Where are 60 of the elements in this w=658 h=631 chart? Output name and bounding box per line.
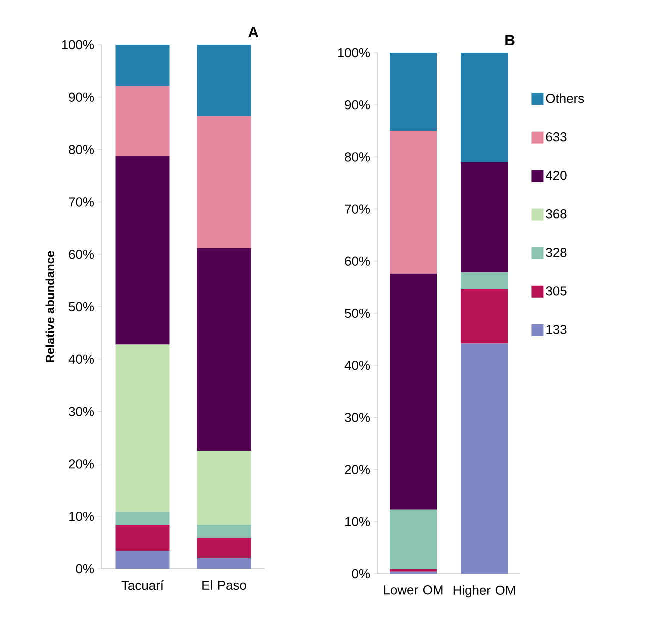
bar <box>116 156 170 345</box>
y-tick-label: 60% <box>345 256 370 266</box>
bar <box>390 52 438 132</box>
legend-label: 420 <box>546 171 567 180</box>
bar <box>461 344 508 574</box>
bar <box>197 558 252 569</box>
y-tick-label: 90% <box>69 92 94 102</box>
bar <box>461 272 508 290</box>
x-tick-label: Higher OM <box>454 586 516 598</box>
y-tick-label: 80% <box>345 152 370 162</box>
y-tick-label: 40% <box>344 361 370 370</box>
bar <box>197 538 252 559</box>
bar <box>116 551 170 569</box>
bar <box>116 524 170 552</box>
y-tick-label: 20% <box>69 460 94 469</box>
bar <box>390 510 438 570</box>
bar <box>197 44 252 116</box>
y-tick-label: 50% <box>69 302 94 312</box>
bar <box>197 451 252 525</box>
bar <box>390 274 438 510</box>
legend-label: 368 <box>546 210 567 219</box>
bar <box>461 289 508 344</box>
y-tick-label: 10% <box>346 517 370 526</box>
legend-label: 133 <box>546 325 567 334</box>
bar <box>197 116 252 248</box>
legend-label: Others <box>546 94 584 104</box>
bar <box>390 131 438 274</box>
bar <box>197 524 252 538</box>
bar <box>116 86 170 156</box>
y-tick-label: 10% <box>70 512 94 522</box>
chart-title: A <box>248 27 259 38</box>
y-tick-label: 0% <box>76 564 94 574</box>
y-tick-label: 70% <box>69 198 94 207</box>
y-tick-label: 80% <box>69 145 94 154</box>
y-tick-label: 60% <box>69 250 94 260</box>
y-tick-label: 40% <box>68 354 94 364</box>
y-tick-label: 70% <box>345 204 370 214</box>
y-tick-label: 30% <box>69 407 94 416</box>
y-tick-label: 100% <box>338 48 370 58</box>
bar <box>116 44 170 86</box>
y-tick-label: 20% <box>345 465 370 474</box>
bar <box>390 569 438 572</box>
y-tick-label: 30% <box>345 413 370 422</box>
y-tick-label: 90% <box>345 100 370 110</box>
bar <box>461 52 508 162</box>
legend-label: 633 <box>546 132 567 142</box>
y-tick-label: 100% <box>62 40 94 50</box>
x-tick-label: Tacuarí <box>122 580 164 590</box>
bar <box>197 248 252 452</box>
bar <box>116 512 170 525</box>
bar <box>461 162 508 272</box>
y-axis-title: Relative abundance <box>46 251 55 362</box>
y-tick-label: 0% <box>352 569 370 579</box>
bar <box>116 344 170 512</box>
x-tick-label: Lower OM <box>384 586 443 595</box>
chart-title: B <box>506 35 515 46</box>
x-tick-label: El Paso <box>202 580 246 590</box>
legend-label: 328 <box>546 248 567 258</box>
y-tick-label: 50% <box>345 308 370 318</box>
legend-label: 305 <box>546 286 567 296</box>
